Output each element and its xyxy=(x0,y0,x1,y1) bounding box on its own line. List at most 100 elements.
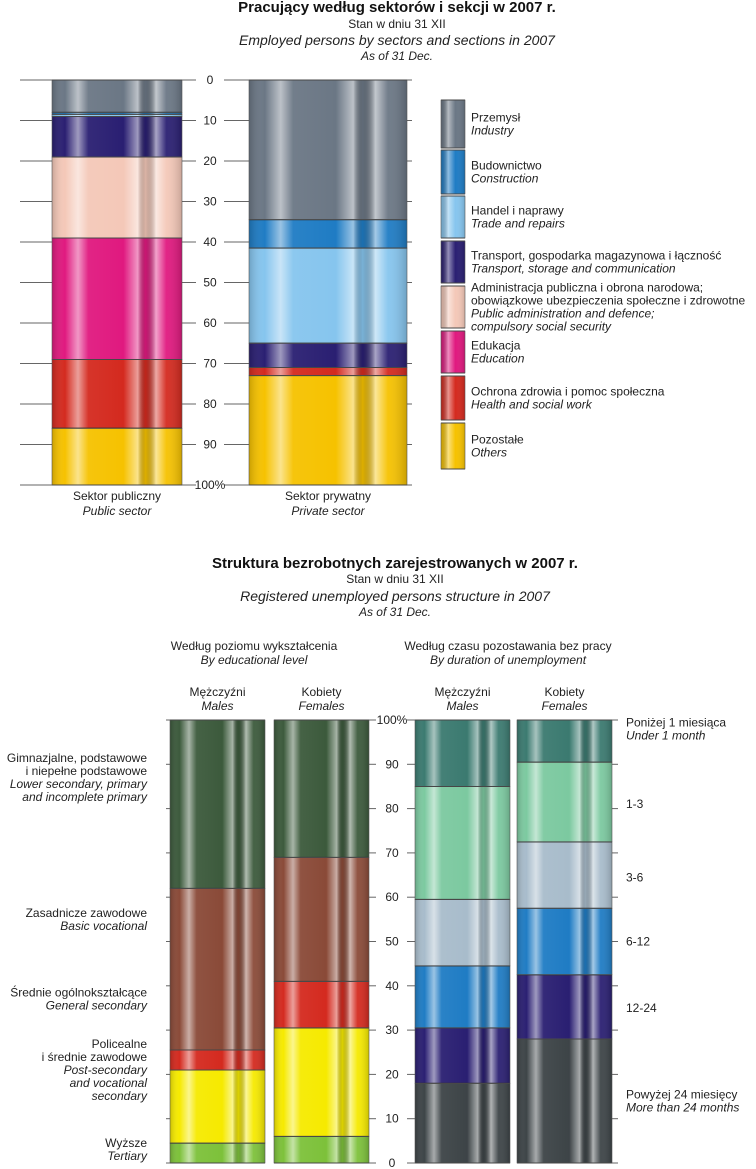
legend-swatch xyxy=(440,422,466,470)
bottom-category-label-en: Males xyxy=(201,699,233,713)
bottom-series-label: Under 1 month xyxy=(626,728,706,742)
legend-swatch xyxy=(440,195,466,239)
legend-label: Industry xyxy=(471,124,515,138)
bottom-series-label: i średnie zawodowe xyxy=(42,1050,148,1064)
bottom-category-label-en: Females xyxy=(541,699,587,713)
bottom-bar-segment xyxy=(273,1027,370,1137)
bottom-bar-segment xyxy=(273,980,370,1029)
legend-label: Trade and repairs xyxy=(471,217,565,231)
bottom-bar-segment xyxy=(414,898,511,967)
bottom-y-tick-label: 90 xyxy=(385,757,399,771)
bottom-y-tick-label: 100% xyxy=(377,713,408,727)
bottom-subtitle: Stan w dniu 31 XII xyxy=(346,572,443,586)
bottom-y-tick-label: 70 xyxy=(385,846,399,860)
top-bar-segment xyxy=(51,427,183,486)
bottom-series-label: secondary xyxy=(92,1089,148,1103)
legend-label: Education xyxy=(471,352,525,366)
bottom-series-label: Poniżej 1 miesiąca xyxy=(626,715,726,729)
top-y-tick-label: 80 xyxy=(203,397,217,411)
legend-label: Transport, storage and communication xyxy=(471,262,676,276)
bottom-bar-segment xyxy=(414,719,511,787)
legend-label: Ochrona zdrowia i pomoc społeczna xyxy=(471,385,665,399)
bottom-bar-segment xyxy=(169,1142,266,1164)
bottom-chart: 0102030405060708090100%MężczyźniMalesKob… xyxy=(7,685,739,1169)
bottom-series-label: and vocational xyxy=(70,1076,148,1090)
bottom-y-tick-label: 20 xyxy=(385,1067,399,1081)
bottom-bar-segment xyxy=(273,1135,370,1164)
top-subtitle: Stan w dniu 31 XII xyxy=(348,17,445,31)
top-category-label-en: Private sector xyxy=(291,504,365,518)
bottom-y-tick-label: 80 xyxy=(385,802,399,816)
bottom-bar-segment xyxy=(273,719,370,858)
top-category-label: Sektor prywatny xyxy=(285,489,371,503)
legend-swatch xyxy=(440,330,466,374)
bottom-series-label: 3-6 xyxy=(626,870,644,884)
legend-swatch xyxy=(440,99,466,149)
legend-swatch xyxy=(440,285,466,329)
bottom-series-label: 6-12 xyxy=(626,935,650,949)
top-y-tick-label: 70 xyxy=(203,357,217,371)
bottom-title-en: Registered unemployed persons structure … xyxy=(240,588,551,604)
bottom-subtitle-en: As of 31 Dec. xyxy=(358,605,431,619)
legend-swatch xyxy=(440,240,466,284)
bottom-series-label: Powyżej 24 miesięcy xyxy=(626,1087,737,1101)
bottom-series-label: General secondary xyxy=(46,999,148,1013)
bottom-category-label: Mężczyźni xyxy=(434,685,490,699)
top-bar-segment xyxy=(248,219,408,249)
bottom-bar-segment xyxy=(414,1027,511,1084)
bottom-bar-segment xyxy=(169,719,266,889)
legend-label: Public administration and defence; xyxy=(471,307,654,321)
bottom-bar-segment xyxy=(169,887,266,1051)
top-bar-segment xyxy=(51,156,183,239)
bottom-bar-segment xyxy=(516,719,613,763)
bottom-y-tick-label: 10 xyxy=(385,1112,399,1126)
legend-label: Pozostałe xyxy=(471,433,524,447)
top-y-tick-label: 20 xyxy=(203,154,217,168)
bottom-series-label: More than 24 months xyxy=(626,1100,739,1114)
top-subtitle-en: As of 31 Dec. xyxy=(360,49,433,63)
legend-label: Transport, gospodarka magazynowa i łączn… xyxy=(471,249,721,263)
bottom-series-label: Gimnazjalne, podstawowe xyxy=(7,751,147,765)
bottom-series-label: 12-24 xyxy=(626,1001,657,1015)
bottom-category-label: Mężczyźni xyxy=(189,685,245,699)
legend-label: Others xyxy=(471,446,507,460)
bottom-series-label: Średnie ogólnokształcące xyxy=(10,985,147,1000)
bottom-bar-segment xyxy=(516,841,613,909)
top-y-tick-label: 0 xyxy=(207,73,214,87)
legend-label: compulsory social security xyxy=(471,320,612,334)
top-bar-segment xyxy=(248,247,408,344)
bottom-y-tick-label: 60 xyxy=(385,890,399,904)
top-y-tick-label: 100% xyxy=(195,478,226,492)
bottom-series-label: Policealne xyxy=(92,1037,148,1051)
bottom-bar-segment xyxy=(516,907,613,976)
bottom-bar-segment xyxy=(516,974,613,1040)
top-bar-segment xyxy=(248,79,408,221)
top-category-label: Sektor publiczny xyxy=(73,489,161,503)
bottom-category-label-en: Males xyxy=(446,699,478,713)
legend-label: Handel i naprawy xyxy=(471,204,564,218)
bottom-y-tick-label: 0 xyxy=(389,1156,396,1169)
bottom-bar-segment xyxy=(516,1038,613,1164)
top-y-tick-label: 90 xyxy=(203,438,217,452)
top-y-tick-label: 50 xyxy=(203,276,217,290)
bottom-category-label-en: Females xyxy=(298,699,344,713)
bottom-series-label: i niepełne podstawowe xyxy=(26,764,148,778)
legend-label: Edukacja xyxy=(471,339,521,353)
top-title: Pracujący według sektorów i sekcji w 200… xyxy=(238,0,556,16)
bottom-bar-segment xyxy=(414,965,511,1029)
bottom-series-label: Lower secondary, primary xyxy=(10,777,148,791)
bottom-y-tick-label: 50 xyxy=(385,935,399,949)
bottom-series-label: Zasadnicze zawodowe xyxy=(26,906,148,920)
top-y-tick-label: 10 xyxy=(203,114,217,128)
bottom-series-label: Wyższe xyxy=(105,1136,147,1150)
group-dur-title: Według czasu pozostawania bez pracy xyxy=(404,639,611,653)
bottom-series-label: Post-secondary xyxy=(64,1063,148,1077)
top-bar-segment xyxy=(51,237,183,360)
group-edu-title: Według poziomu wykształcenia xyxy=(171,639,338,653)
legend-swatch xyxy=(440,375,466,421)
bottom-y-tick-label: 40 xyxy=(385,979,399,993)
bottom-category-label: Kobiety xyxy=(544,685,584,699)
top-bar-segment xyxy=(248,342,408,369)
